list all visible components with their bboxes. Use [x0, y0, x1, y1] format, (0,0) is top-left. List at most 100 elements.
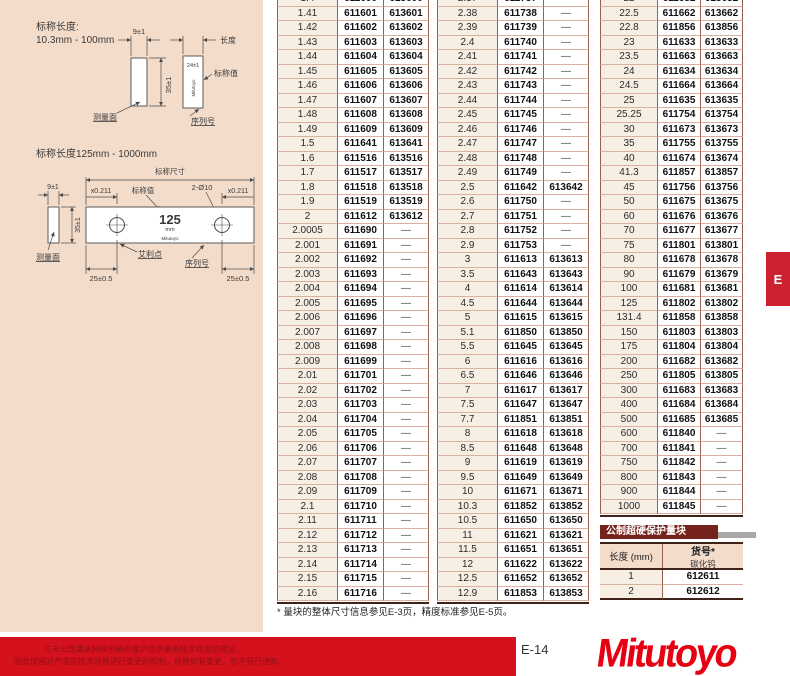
size-cell: 2.007: [277, 325, 338, 340]
code-cell: —: [544, 122, 589, 137]
code-cell: 611634: [658, 64, 701, 79]
table-row: 7.5 611647 613647: [437, 398, 589, 413]
code-cell: 613802: [701, 296, 743, 311]
table-row: 900 611844—: [600, 485, 743, 500]
code-cell: —: [384, 311, 429, 326]
code-header-line2: 碳化钨: [690, 558, 716, 569]
table-row: 5.5 611645 613645: [437, 340, 589, 355]
code-cell: —: [384, 238, 429, 253]
size-cell: 22: [600, 0, 658, 7]
code-cell: 611692: [338, 253, 384, 268]
dim-overall-label: 标称尺寸: [155, 166, 185, 176]
code-cell: 611643: [498, 267, 544, 282]
size-cell: 2.47: [437, 137, 498, 152]
table-row: 250 611805 613805: [600, 369, 743, 384]
code-cell: 613641: [384, 137, 429, 152]
table-row: 6 611616 613616: [437, 354, 589, 369]
code-cell: 611710: [338, 499, 384, 514]
size-cell: 2.04: [277, 412, 338, 427]
size-cell: 2.05: [277, 427, 338, 442]
table-row: 2.12 611712—: [277, 528, 429, 543]
code-cell: 611662: [658, 6, 701, 21]
code-cell: 611607: [338, 93, 384, 108]
size-cell: 23.5: [600, 50, 658, 65]
disclaimer-banner: 三丰公司秉承持续创新向客户提供最新技术体验的理念， 因此保留对产品的技术规格进行…: [0, 637, 516, 676]
brand-on-block: Mitutoyo: [191, 79, 196, 97]
size-cell: 300: [600, 383, 658, 398]
code-cell: 613621: [544, 528, 589, 543]
code-cell: 611683: [658, 383, 701, 398]
code-cell: 611702: [338, 383, 384, 398]
carbide-table-title: 公制超硬保护量块: [600, 525, 718, 539]
code-cell: —: [384, 543, 429, 558]
table-footnote: * 量块的整体尺寸信息参见E-3页，精度标准参见E-5页。: [277, 607, 513, 618]
size-cell: 25: [600, 93, 658, 108]
size-cell: 2.7: [437, 209, 498, 224]
code-cell: 611677: [658, 224, 701, 239]
code-cell: —: [384, 253, 429, 268]
table-row: 4 611614 613614: [437, 282, 589, 297]
code-cell: —: [384, 427, 429, 442]
dim-width-9: 9±1: [133, 27, 145, 36]
code-cell: 611753: [498, 238, 544, 253]
title-bar-extension: [718, 532, 756, 538]
table-row: 2.41 611741—: [437, 50, 589, 65]
dim-x0211-right: x0.211: [228, 188, 249, 195]
table-row: 75 611801 613801: [600, 238, 743, 253]
size-cell: 150: [600, 325, 658, 340]
table-row: 2.11 611711—: [277, 514, 429, 529]
code-cell: 613605: [384, 64, 429, 79]
table-row: 1000 611845—: [600, 499, 743, 514]
code-cell: 611675: [658, 195, 701, 210]
size-cell: 45: [600, 180, 658, 195]
size-cell: 60: [600, 209, 658, 224]
dim-25-left: 25±0.5: [90, 274, 113, 283]
size-cell: 2.02: [277, 383, 338, 398]
code-cell: 613517: [384, 166, 429, 181]
size-cell: 1000: [600, 499, 658, 514]
code-cell: —: [544, 166, 589, 181]
table-row: 2.005 611695—: [277, 296, 429, 311]
size-cell: 750: [600, 456, 658, 471]
code-cell: 611645: [498, 340, 544, 355]
code-cell: —: [544, 0, 589, 7]
code-cell: 611741: [498, 50, 544, 65]
code-cell: 611754: [658, 108, 701, 123]
size-cell: 2.13: [277, 543, 338, 558]
code-cell: 613643: [544, 267, 589, 282]
code-cell: 613644: [544, 296, 589, 311]
code-cell: —: [544, 151, 589, 166]
code-cell: —: [544, 6, 589, 21]
code-cell: 611604: [338, 50, 384, 65]
table-row: 1.44 611604 613604: [277, 50, 429, 65]
code-cell: 611615: [498, 311, 544, 326]
size-cell: 24.5: [600, 79, 658, 94]
table-row: 2.06 611706—: [277, 441, 429, 456]
code-cell: 611601: [338, 6, 384, 21]
code-cell: 613648: [544, 441, 589, 456]
code-cell: 611676: [658, 209, 701, 224]
code-cell: 611616: [498, 354, 544, 369]
code-cell: 611691: [338, 238, 384, 253]
code-cell: 611704: [338, 412, 384, 427]
table-row: 2.6 611750—: [437, 195, 589, 210]
label-face-1: 测量面: [93, 113, 117, 122]
size-cell: 2.41: [437, 50, 498, 65]
size-cell: 2.0005: [277, 224, 338, 239]
code-cell: 611696: [338, 311, 384, 326]
code-cell: 611740: [498, 35, 544, 50]
size-cell: 25.25: [600, 108, 658, 123]
code-cell: 611671: [498, 485, 544, 500]
table-row: 2.1 611710—: [277, 499, 429, 514]
size-cell: 10: [437, 485, 498, 500]
code-cell: 611801: [658, 238, 701, 253]
table-row: 7 611617 613617: [437, 383, 589, 398]
size-cell: 6: [437, 354, 498, 369]
gauge-block-drawings: 标称长度: 10.3mm - 100mm 9±1 24±1 Mitutoyo 长…: [36, 20, 255, 283]
code-cell: 611805: [658, 369, 701, 384]
table-row: 1.9 611519 613519: [277, 195, 429, 210]
size-cell: 1.45: [277, 64, 338, 79]
code-cell: 611744: [498, 93, 544, 108]
mitutoyo-logo: Mitutoyo: [593, 631, 739, 676]
code-header-line1: 货号*: [691, 546, 715, 558]
